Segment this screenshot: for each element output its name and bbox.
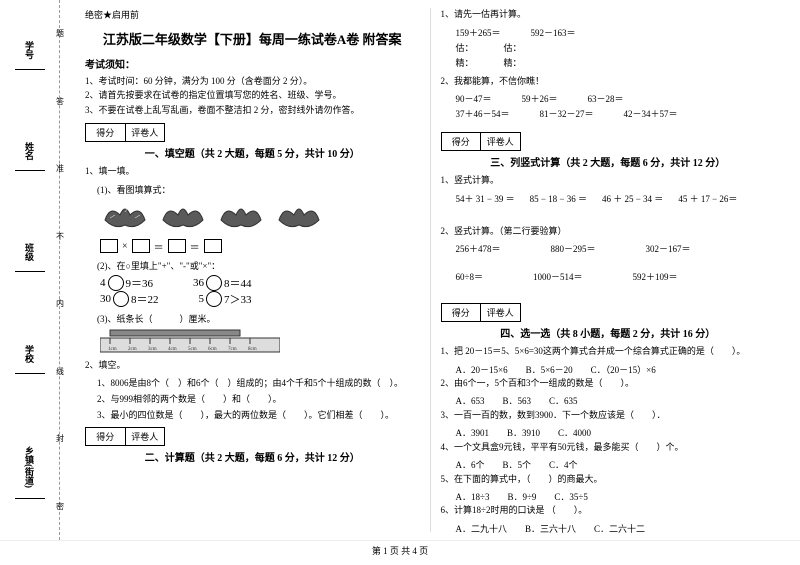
q1b: (2)、在○里填上"+"、"-"或"×"： [85, 259, 420, 272]
page-footer: 第 1 页 共 4 页 [0, 540, 800, 560]
scorebox-1: 得分 评卷人 [85, 123, 165, 142]
svg-text:3cm: 3cm [148, 347, 157, 352]
binding-column: 学号 姓名 班级 学校 乡镇(街道) 题 答 准 不 内 线 封 密 [0, 0, 60, 540]
s3-r2b: 60÷8＝1000－514＝592＋109＝ [456, 270, 776, 283]
s4-q2: 2、由6个一，5个百和3个一组成的数是（ ）。 [441, 377, 776, 391]
leaf-cluster-1 [100, 200, 150, 235]
leaf-cluster-4 [274, 200, 324, 235]
leaf-cluster-3 [216, 200, 266, 235]
s3-q1: 1、竖式计算。 [441, 174, 776, 188]
s3-q2: 2、竖式计算。（第二行要验算） [441, 225, 776, 239]
circle-row-1: 49＝36 368＝44 [100, 275, 420, 291]
q1c: (3)、纸条长（ ）厘米。 [85, 312, 420, 325]
s4-q4: 4、一个文具盒9元钱，平平有50元钱，最多能买（ ）个。 [441, 441, 776, 455]
leaf-cluster-2 [158, 200, 208, 235]
label-class: 班级 [15, 243, 45, 272]
circle-4[interactable] [206, 291, 222, 307]
scorebox-2: 得分 评卷人 [85, 427, 165, 446]
label-town: 乡镇(街道) [15, 446, 45, 499]
exam-notice: 考试须知： 1、考试时间：60 分钟，满分为 100 分（含卷面分 2 分）。 … [85, 56, 420, 117]
s4-o4: A．6个 B．5个 C．4个 [441, 458, 776, 472]
section-4-title: 四、选一选（共 8 小题，每题 2 分，共计 16 分） [441, 325, 776, 340]
s2-q2: 2、我都能算，不信你瞧！ [441, 75, 776, 89]
s4-q6: 6、计算18÷2时用的口诀是 （ ）。 [441, 504, 776, 518]
section-1-title: 一、填空题（共 2 大题，每题 5 分，共计 10 分） [85, 145, 420, 160]
s2-c1: 90－47＝59＋26＝63－28＝ [456, 92, 776, 105]
s2-r3: 精：精： [456, 56, 776, 69]
marker-label: 评卷人 [126, 124, 165, 141]
box-4[interactable] [204, 239, 222, 253]
section-2-title: 二、计算题（共 2 大题，每题 6 分，共计 12 分） [85, 449, 420, 464]
label-name: 姓名 [15, 142, 45, 171]
s3-r2a: 256＋478＝880－295＝302－167＝ [456, 242, 776, 255]
circle-1[interactable] [108, 275, 124, 291]
notice-3: 3、不要在试卷上乱写乱画，卷面不整洁扣 2 分，密封线外请勿作答。 [85, 103, 420, 117]
q1a: (1)、看图填算式： [85, 183, 420, 196]
column-right: 1、请先一估再计算。 159＋265＝592－163＝ 估：估： 精：精： 2、… [431, 8, 786, 532]
s2-r1: 159＋265＝592－163＝ [456, 26, 776, 39]
leaf-images [100, 200, 420, 235]
equation-boxes: × ＝ ＝ [100, 239, 420, 254]
svg-text:6cm: 6cm [208, 347, 217, 352]
svg-text:8cm: 8cm [248, 347, 257, 352]
box-1[interactable] [100, 239, 118, 253]
svg-text:4cm: 4cm [168, 347, 177, 352]
svg-text:5cm: 5cm [188, 347, 197, 352]
s3-r1: 54＋ 31 − 39 ＝85 − 18 − 36 ＝ 46 ＋ 25 − 34… [456, 192, 776, 205]
q2-3: 3、最小的四位数是（ ），最大的两位数是（ ）。它们相差（ ）。 [85, 408, 420, 421]
score-label: 得分 [86, 124, 126, 141]
q1: 1、填一填。 [85, 165, 420, 179]
q2-2: 2、与999相邻的两个数是（ ）和（ ）。 [85, 392, 420, 405]
binding-labels: 学号 姓名 班级 学校 乡镇(街道) [0, 5, 59, 535]
s4-o5: A．18÷3 B．9÷9 C．35÷5 [441, 490, 776, 504]
notice-header: 考试须知： [85, 56, 420, 71]
box-2[interactable] [132, 239, 150, 253]
notice-1: 1、考试时间：60 分钟，满分为 100 分（含卷面分 2 分）。 [85, 74, 420, 88]
s4-q1: 1、把 20－15＝5、5×6=30这两个算式合并成一个综合算式正确的是（ ）。 [441, 345, 776, 359]
circle-3[interactable] [113, 291, 129, 307]
s4-o1: A．20－15×6 B．5×6－20 C．（20－15）×6 [441, 363, 776, 377]
q2: 2、填空。 [85, 359, 420, 373]
box-3[interactable] [168, 239, 186, 253]
s2-r2: 估：估： [456, 41, 776, 54]
label-student-id: 学号 [15, 41, 45, 70]
content-area: 绝密★启用前 江苏版二年级数学【下册】每周一练试卷A卷 附答案 考试须知： 1、… [60, 0, 800, 540]
secret-mark: 绝密★启用前 [85, 8, 420, 21]
svg-text:1cm: 1cm [108, 347, 117, 352]
notice-2: 2、请首先按要求在试卷的指定位置填写您的姓名、班级、学号。 [85, 88, 420, 102]
exam-title: 江苏版二年级数学【下册】每周一练试卷A卷 附答案 [85, 29, 420, 48]
s4-o2: A．653 B．563 C．635 [441, 394, 776, 408]
s2-c2: 37＋46－54＝81－32－27＝42－34＋57＝ [456, 107, 776, 120]
column-left: 绝密★启用前 江苏版二年级数学【下册】每周一练试卷A卷 附答案 考试须知： 1、… [75, 8, 431, 532]
circle-row-2: 308＝22 57＞33 [100, 291, 420, 307]
scorebox-3: 得分 评卷人 [441, 132, 521, 151]
s2-q1: 1、请先一估再计算。 [441, 8, 776, 22]
ruler-image: 1cm 2cm 3cm 4cm 5cm 6cm 7cm 8cm [100, 328, 420, 356]
q2-1: 1、8006是由8个（ ）和6个（ ）组成的；由4个千和5个十组成的数（ ）。 [85, 376, 420, 389]
svg-text:7cm: 7cm [228, 347, 237, 352]
s4-items: 1、把 20－15＝5、5×6=30这两个算式合并成一个综合算式正确的是（ ）。… [441, 345, 776, 536]
label-school: 学校 [15, 345, 45, 374]
svg-text:2cm: 2cm [128, 347, 137, 352]
section-3-title: 三、列竖式计算（共 2 大题，每题 6 分，共计 12 分） [441, 154, 776, 169]
s4-o3: A．3901 B．3910 C．4000 [441, 426, 776, 440]
s4-q3: 3、一百一百的数，数到3900．下一个数应该是（ ）． [441, 409, 776, 423]
s4-q5: 5、在下面的算式中，（ ）的商最大。 [441, 473, 776, 487]
s4-o6: A．二九十八 B．三六十八 C．二六十二 [441, 522, 776, 536]
seal-marks: 题 答 准 不 内 线 封 密 [56, 0, 64, 540]
circle-2[interactable] [206, 275, 222, 291]
scorebox-4: 得分 评卷人 [441, 303, 521, 322]
